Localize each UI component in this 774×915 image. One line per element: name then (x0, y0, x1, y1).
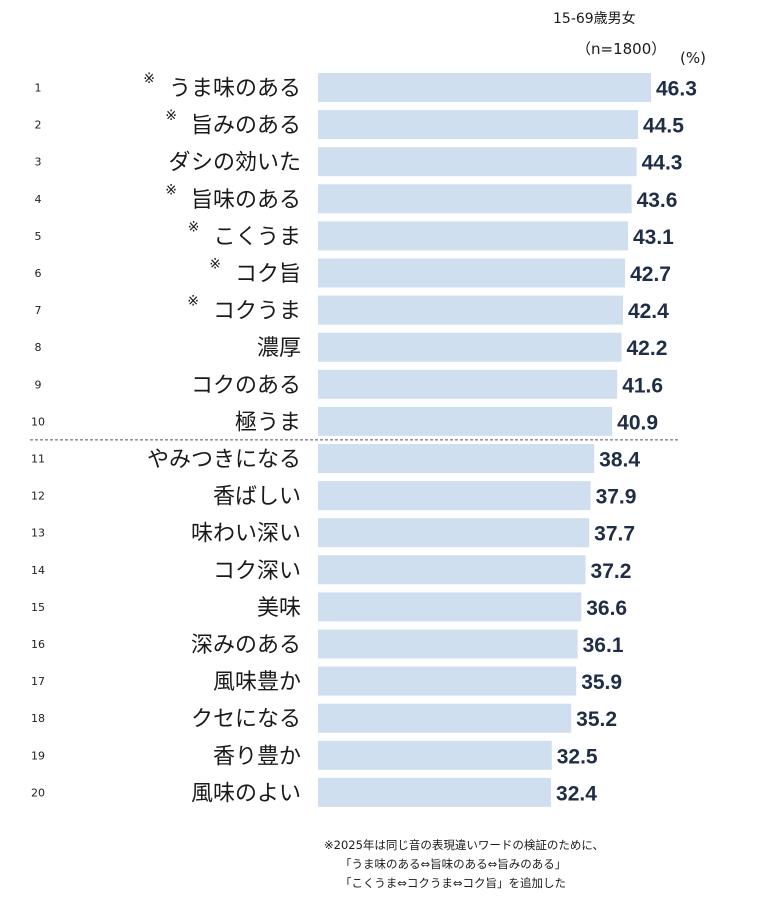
bar (318, 332, 622, 362)
value-label: 32.5 (557, 745, 598, 768)
category-label: 濃厚 (257, 336, 301, 361)
rank-label: 7 (35, 304, 42, 317)
bar (318, 73, 651, 102)
category-label: うま味のある (169, 77, 301, 102)
category-label: やみつきになる (147, 448, 301, 473)
rank-label: 11 (31, 453, 45, 466)
bar (318, 629, 578, 659)
rank-label: 4 (35, 193, 42, 206)
bar (318, 110, 639, 140)
bar (318, 444, 595, 473)
bar (318, 221, 628, 251)
value-label: 46.3 (656, 78, 697, 101)
rank-label: 20 (31, 786, 45, 799)
category-label: 味わい深い (191, 522, 301, 547)
value-label: 38.4 (599, 449, 640, 472)
bar (318, 184, 632, 214)
rank-label: 13 (31, 527, 45, 540)
chart-subtitle: 15-69歳男女 (553, 11, 636, 27)
bar (318, 592, 582, 622)
category-label: コクのある (191, 373, 301, 398)
bar (318, 369, 618, 399)
category-label: 風味のよい (191, 781, 301, 806)
marker-label: ※ (209, 257, 221, 273)
value-label: 40.9 (617, 411, 658, 434)
category-label: 深みのある (191, 633, 301, 658)
value-label: 44.3 (642, 152, 683, 175)
bar (318, 258, 626, 288)
value-label: 43.6 (637, 189, 678, 212)
value-label: 42.2 (627, 337, 668, 360)
value-label: 43.1 (633, 226, 674, 249)
value-label: 36.6 (586, 597, 627, 620)
footnote-line-1: ※2025年は同じ音の表現違いワードの検証のために、 (324, 838, 605, 852)
bar (318, 481, 591, 511)
marker-label: ※ (188, 219, 200, 235)
bar (318, 703, 572, 733)
category-label: クセになる (191, 707, 301, 732)
bar (318, 777, 552, 807)
rank-label: 9 (35, 378, 42, 391)
category-label: 香ばしい (213, 485, 301, 510)
footnote-line-3: 「こくうま⇔コクうま⇔コク旨」を追加した (340, 876, 567, 890)
footnote: ※2025年は同じ音の表現違いワードの検証のために、 「うま味のある⇔旨味のある… (324, 836, 604, 893)
marker-label: ※ (165, 108, 177, 124)
sample-size-label: （n=1800） (576, 40, 667, 58)
category-label: 極うま (235, 410, 301, 435)
bar (318, 555, 586, 585)
rank-label: 1 (35, 82, 42, 95)
value-label: 37.2 (591, 560, 632, 583)
bar (318, 740, 552, 770)
rank-label: 16 (31, 638, 45, 651)
value-label: 41.6 (622, 374, 663, 397)
rank-label: 6 (35, 267, 42, 280)
rank-label: 8 (35, 341, 42, 354)
rank-label: 2 (35, 119, 42, 132)
rank-label: 3 (35, 156, 42, 169)
category-label: こくうま (213, 225, 301, 250)
bar (318, 518, 590, 548)
category-label: コクうま (213, 299, 301, 324)
footnote-line-2: 「うま味のある⇔旨味のある⇔旨みのある」 (340, 857, 567, 871)
rank-label: 14 (31, 564, 45, 577)
rank-label: 18 (31, 712, 45, 725)
category-label: コク旨 (235, 262, 301, 287)
value-label: 37.9 (596, 486, 637, 509)
value-label: 35.9 (581, 671, 622, 694)
bar (318, 666, 577, 696)
rank-label: 10 (31, 415, 45, 428)
rank-label: 12 (31, 490, 45, 503)
bar (318, 406, 613, 436)
category-label: コク深い (213, 559, 301, 584)
value-label: 37.7 (594, 523, 635, 546)
marker-label: ※ (187, 294, 199, 310)
rank-label: 19 (31, 749, 45, 762)
bar-chart: 1 うま味のある ※ 46.3 2 旨みのある ※ 44.5 3 ダシの効いた 44.3 4 旨味のある… (30, 71, 697, 807)
value-label: 42.7 (630, 263, 671, 286)
rank-label: 5 (35, 230, 42, 243)
bar (318, 147, 637, 177)
value-label: 32.4 (556, 782, 597, 805)
bar (318, 295, 623, 325)
unit-label: (%) (680, 49, 706, 67)
marker-label: ※ (165, 182, 177, 198)
category-label: ダシの効いた (169, 151, 301, 176)
marker-label: ※ (143, 71, 155, 87)
category-label: 美味 (257, 596, 301, 621)
category-label: 風味豊か (213, 670, 301, 695)
category-label: 香り豊か (213, 744, 301, 769)
value-label: 35.2 (576, 708, 617, 731)
category-label: 旨味のある (191, 188, 301, 213)
value-label: 42.4 (628, 300, 669, 323)
rank-label: 15 (31, 601, 45, 614)
category-label: 旨みのある (191, 114, 301, 139)
value-label: 44.5 (643, 115, 684, 138)
value-label: 36.1 (583, 634, 624, 657)
rank-label: 17 (31, 675, 45, 688)
